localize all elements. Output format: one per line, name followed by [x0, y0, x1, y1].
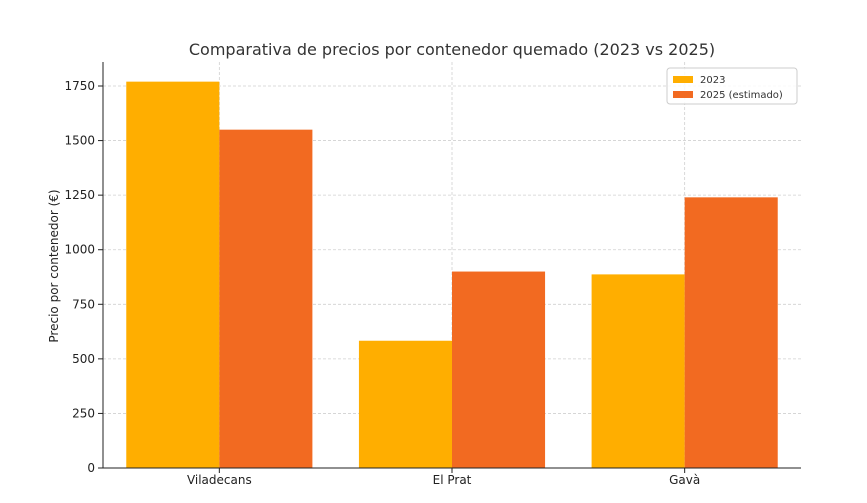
bar-series-1 — [126, 81, 220, 468]
chart-title: Comparativa de precios por contenedor qu… — [189, 40, 715, 59]
legend-swatch — [673, 91, 693, 98]
x-tick-label: El Prat — [433, 473, 472, 487]
x-tick-label: Viladecans — [187, 473, 252, 487]
legend-box — [666, 67, 798, 105]
legend-label: 2023 — [700, 75, 725, 86]
y-tick-label: 1750 — [64, 79, 95, 93]
bar-series-2 — [219, 129, 313, 468]
bar-series-1 — [358, 340, 452, 468]
bar-series-1 — [591, 274, 685, 468]
y-tick-label: 0 — [87, 461, 95, 475]
legend-swatch — [673, 76, 693, 83]
bar-series-2 — [452, 271, 546, 468]
bar-series-2 — [684, 197, 778, 469]
bars-layer — [126, 81, 778, 469]
y-tick-label: 1250 — [64, 188, 95, 202]
y-tick-label: 250 — [72, 406, 95, 420]
legend-label: 2025 (estimado) — [700, 90, 783, 101]
y-tick-label: 1500 — [64, 134, 95, 148]
y-tick-label: 500 — [72, 352, 95, 366]
axes-layer: 0 250 500 750 1000 1250 1500 1750 Viladecans El P… — [64, 62, 801, 487]
y-tick-label: 750 — [72, 297, 95, 311]
x-tick-label: Gavà — [669, 473, 700, 487]
y-axis-label: Precio por contenedor (€) — [47, 189, 61, 342]
y-tick-label: 1000 — [64, 243, 95, 257]
legend: 2023 2025 (estimado) — [666, 67, 798, 105]
